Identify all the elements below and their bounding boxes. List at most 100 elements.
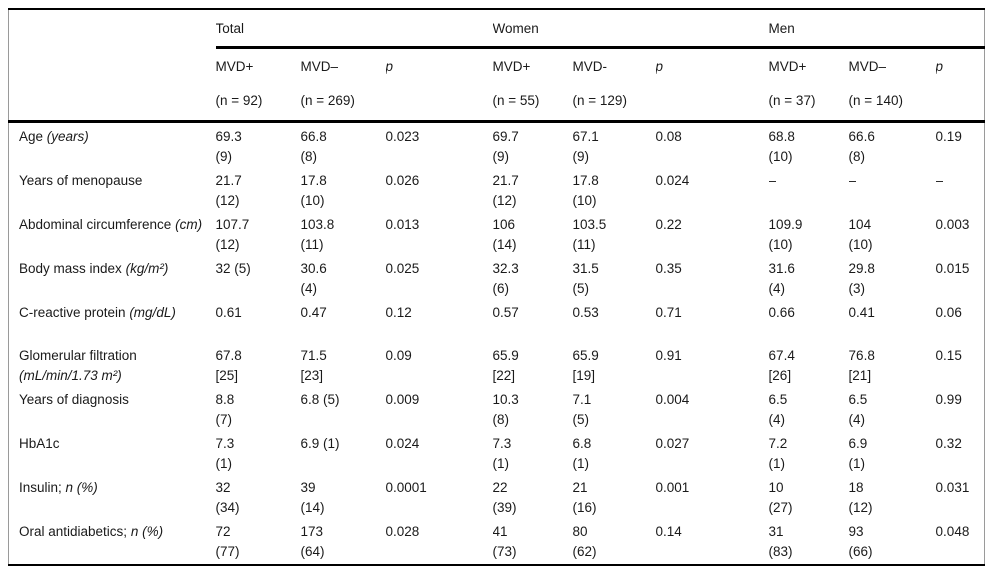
value-cell: 0.61: [215, 305, 242, 320]
value-cell: 0.024: [385, 436, 420, 451]
value-cell: 0.19: [935, 129, 962, 144]
col-header-women-p: p: [655, 59, 664, 74]
value-cell: 17.8 (10): [572, 173, 599, 208]
value-cell: 0.08: [655, 129, 682, 144]
row-label-text: Years of menopause: [19, 173, 143, 188]
group-header-women: Women: [492, 9, 769, 49]
table-row: Years of menopause 21.7 (12) 17.8 (10) 0.02…: [9, 167, 985, 211]
value-cell: 6.8 (1): [572, 436, 592, 471]
n-men-mvd-minus: (n = 140): [848, 85, 936, 123]
value-cell: 0.32: [935, 436, 962, 451]
value-cell: 0.71: [655, 305, 682, 320]
value-cell: 21.7 (12): [492, 173, 519, 208]
value-cell: 0.004: [655, 392, 690, 407]
value-cell: 0.47: [300, 305, 327, 320]
value-cell: 69.7 (9): [492, 129, 519, 164]
value-cell: 0.023: [385, 129, 420, 144]
table-body: Age (years) 69.3 (9) 66.8 (8) 0.023 69.7 (9)…: [9, 122, 985, 566]
row-label-unit: (mL/min/1.73 m²): [19, 368, 122, 383]
value-cell: 66.6 (8): [848, 129, 875, 164]
col-header-total-mvd-plus: MVD+: [215, 59, 254, 74]
value-cell: 106 (14): [492, 217, 517, 252]
value-cell: 22 (39): [492, 480, 517, 515]
row-label-unit: n (%): [65, 480, 98, 495]
value-cell: 107.7 (12): [215, 217, 250, 252]
value-cell: 69.3 (9): [215, 129, 242, 164]
value-cell: 68.8 (10): [768, 129, 795, 164]
sub-header-row: MVD+ MVD– p MVD+ MVD- p MVD+ MVD– p: [9, 48, 985, 86]
row-label-unit: (cm): [175, 217, 203, 232]
value-cell: 7.3 (1): [492, 436, 512, 471]
value-cell: 32 (5): [215, 261, 251, 276]
value-cell: 39 (14): [300, 480, 325, 515]
n-men-mvd-plus: (n = 37): [768, 85, 849, 123]
value-cell: –: [768, 173, 777, 188]
value-cell: 0.013: [385, 217, 420, 232]
value-cell: 173 (64): [300, 524, 325, 559]
row-label-unit: (kg/m²): [125, 261, 169, 276]
value-cell: 0.15: [935, 348, 962, 363]
value-cell: 0.003: [935, 217, 970, 232]
value-cell: 7.1 (5): [572, 392, 592, 427]
n-total-p: [385, 85, 493, 123]
group-header-total: Total: [215, 9, 493, 49]
row-label: C-reactive protein (mg/dL): [9, 299, 216, 342]
row-label: Age (years): [9, 122, 216, 168]
value-cell: 0.015: [935, 261, 970, 276]
value-cell: 41 (73): [492, 524, 517, 559]
n-women-mvd-plus: (n = 55): [492, 85, 573, 123]
value-cell: 103.5 (11): [572, 217, 607, 252]
value-cell: 80 (62): [572, 524, 597, 559]
row-label-text: Abdominal circumference: [19, 217, 172, 232]
value-cell: 0.41: [848, 305, 875, 320]
col-header-men-p: p: [935, 59, 944, 74]
value-cell: 0.031: [935, 480, 970, 495]
row-label: Oral antidiabetics; n (%): [9, 518, 216, 565]
value-cell: 8.8 (7): [215, 392, 235, 427]
empty-cell: [9, 48, 216, 86]
value-cell: 0.99: [935, 392, 962, 407]
value-cell: 31.6 (4): [768, 261, 795, 296]
value-cell: 0.53: [572, 305, 599, 320]
value-cell: 76.8 [21]: [848, 348, 875, 383]
n-header-row: (n = 92) (n = 269) (n = 55) (n = 129) (n…: [8, 85, 985, 123]
value-cell: 0.027: [655, 436, 690, 451]
value-cell: 0.66: [768, 305, 795, 320]
value-cell: 67.8 [25]: [215, 348, 242, 383]
n-men-p: [935, 85, 985, 123]
value-cell: 17.8 (10): [300, 173, 327, 208]
row-label: Years of menopause: [9, 167, 216, 211]
table-row: Body mass index (kg/m²) 32 (5) 30.6 (4) 0.0…: [9, 255, 985, 299]
value-cell: 6.8 (5): [300, 392, 340, 407]
value-cell: 18 (12): [848, 480, 873, 515]
row-label-text: Glomerular filtration: [19, 348, 137, 363]
value-cell: 10.3 (8): [492, 392, 519, 427]
table-row: HbA1c 7.3 (1) 6.9 (1) 0.024 7.3 (1) 6.8 (1) 0.…: [9, 430, 985, 474]
value-cell: –: [848, 173, 857, 188]
row-label: Years of diagnosis: [9, 386, 216, 430]
n-women-p: [655, 85, 769, 123]
row-label: HbA1c: [9, 430, 216, 474]
value-cell: 0.009: [385, 392, 420, 407]
value-cell: 7.2 (1): [768, 436, 788, 471]
table-row: Age (years) 69.3 (9) 66.8 (8) 0.023 69.7 (9)…: [9, 122, 985, 168]
value-cell: 0.09: [385, 348, 412, 363]
value-cell: 104 (10): [848, 217, 873, 252]
value-cell: 21.7 (12): [215, 173, 242, 208]
value-cell: 10 (27): [768, 480, 793, 515]
value-cell: 6.5 (4): [768, 392, 788, 427]
value-cell: 0.91: [655, 348, 682, 363]
table-row: Oral antidiabetics; n (%) 72 (77) 173 (64)…: [9, 518, 985, 565]
row-label-unit: (years): [46, 129, 89, 144]
value-cell: 0.024: [655, 173, 690, 188]
value-cell: 109.9 (10): [768, 217, 803, 252]
value-cell: 0.025: [385, 261, 420, 276]
value-cell: 31 (83): [768, 524, 793, 559]
value-cell: 0.048: [935, 524, 970, 539]
value-cell: 0.35: [655, 261, 682, 276]
value-cell: 71.5 [23]: [300, 348, 327, 383]
value-cell: 31.5 (5): [572, 261, 599, 296]
col-header-men-mvd-minus: MVD–: [848, 59, 887, 74]
col-header-women-mvd-minus: MVD-: [572, 59, 608, 74]
empty-corner-cell: [9, 9, 216, 48]
